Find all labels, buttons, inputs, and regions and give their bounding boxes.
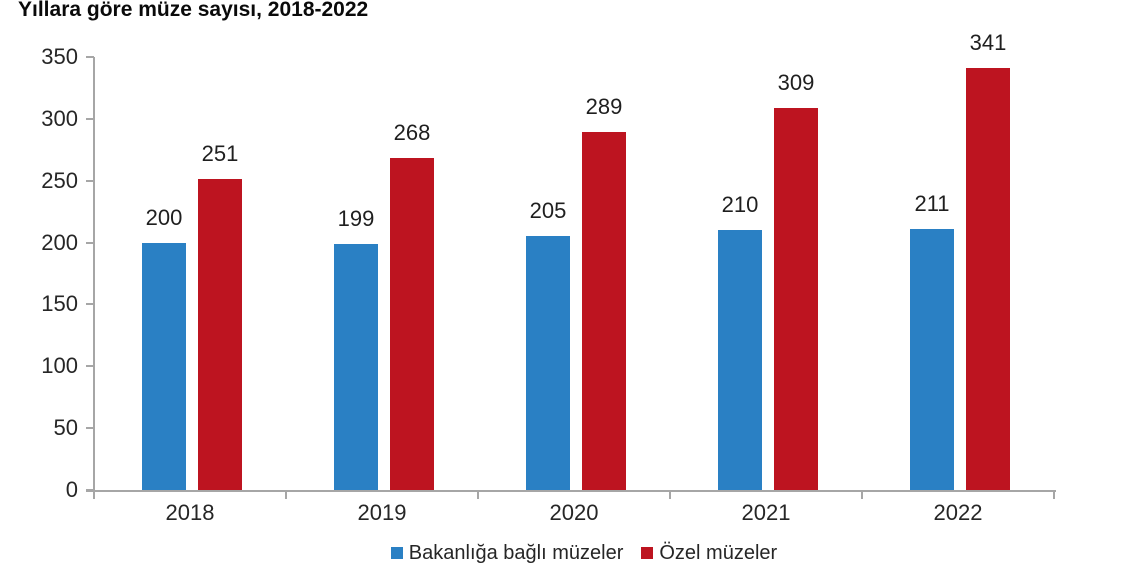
bar-series-0-2019 xyxy=(334,243,378,490)
x-axis-label: 2021 xyxy=(741,500,791,525)
bar-series-1-2020 xyxy=(582,132,626,490)
bar-value-label: 289 xyxy=(585,94,623,120)
bar-series-0-2022 xyxy=(910,228,954,490)
y-tick xyxy=(86,303,94,306)
bar-series-1-2021 xyxy=(774,107,818,490)
y-axis-label: 200 xyxy=(41,229,78,255)
bar-value-label: 268 xyxy=(393,120,431,146)
x-tick xyxy=(477,492,479,499)
bar-series-1-2022 xyxy=(966,68,1010,490)
legend-item: Bakanlığa bağlı müzeler xyxy=(390,541,624,565)
bar-value-label: 200 xyxy=(145,204,183,230)
y-axis-label: 50 xyxy=(53,415,78,441)
bar-series-0-2020 xyxy=(526,236,570,490)
x-axis-label: 2019 xyxy=(357,500,407,525)
bar-value-label: 205 xyxy=(529,198,567,224)
y-axis-label: 100 xyxy=(41,353,78,379)
x-axis-label: 2022 xyxy=(933,500,983,525)
x-tick xyxy=(669,492,671,499)
bar-series-1-2019 xyxy=(390,158,434,490)
x-axis-line xyxy=(86,490,1056,492)
x-axis-label: 2020 xyxy=(549,500,599,525)
x-tick xyxy=(1053,492,1055,499)
legend-label: Bakanlığa bağlı müzeler xyxy=(408,542,624,564)
y-tick xyxy=(86,489,94,491)
y-tick xyxy=(86,56,94,58)
y-axis-label: 0 xyxy=(65,477,78,502)
x-tick xyxy=(285,492,287,499)
bar-series-0-2021 xyxy=(718,230,762,490)
bar-series-1-2018 xyxy=(198,179,242,490)
bar-value-label: 341 xyxy=(969,30,1007,56)
bar-value-label: 210 xyxy=(721,192,759,218)
legend: Bakanlığa bağlı müzeler Özel müzeler xyxy=(0,541,1140,565)
bar-series-0-2018 xyxy=(142,242,186,490)
y-tick xyxy=(86,365,94,368)
legend-swatch-icon xyxy=(390,547,403,559)
chart-title: Yıllara göre müze sayısı, 2018-2022 xyxy=(18,0,369,21)
y-tick xyxy=(86,117,94,120)
bar-value-label: 251 xyxy=(201,141,239,167)
y-axis-label: 350 xyxy=(41,44,78,69)
x-tick xyxy=(93,492,95,499)
bar-value-label: 211 xyxy=(914,190,950,216)
y-axis-label: 250 xyxy=(41,167,78,193)
y-axis-label: 150 xyxy=(41,291,78,317)
bar-value-label: 199 xyxy=(337,205,375,231)
legend-swatch-icon xyxy=(641,547,654,559)
x-axis-label: 2018 xyxy=(165,500,215,525)
y-tick xyxy=(86,179,94,182)
y-axis-label: 300 xyxy=(41,105,78,131)
x-tick xyxy=(861,492,863,499)
legend-label: Özel müzeler xyxy=(659,542,778,564)
y-tick xyxy=(86,241,94,244)
legend-item: Özel müzeler xyxy=(641,541,777,565)
bar-value-label: 309 xyxy=(777,69,815,95)
y-axis-line xyxy=(93,57,95,492)
y-tick xyxy=(86,427,94,430)
